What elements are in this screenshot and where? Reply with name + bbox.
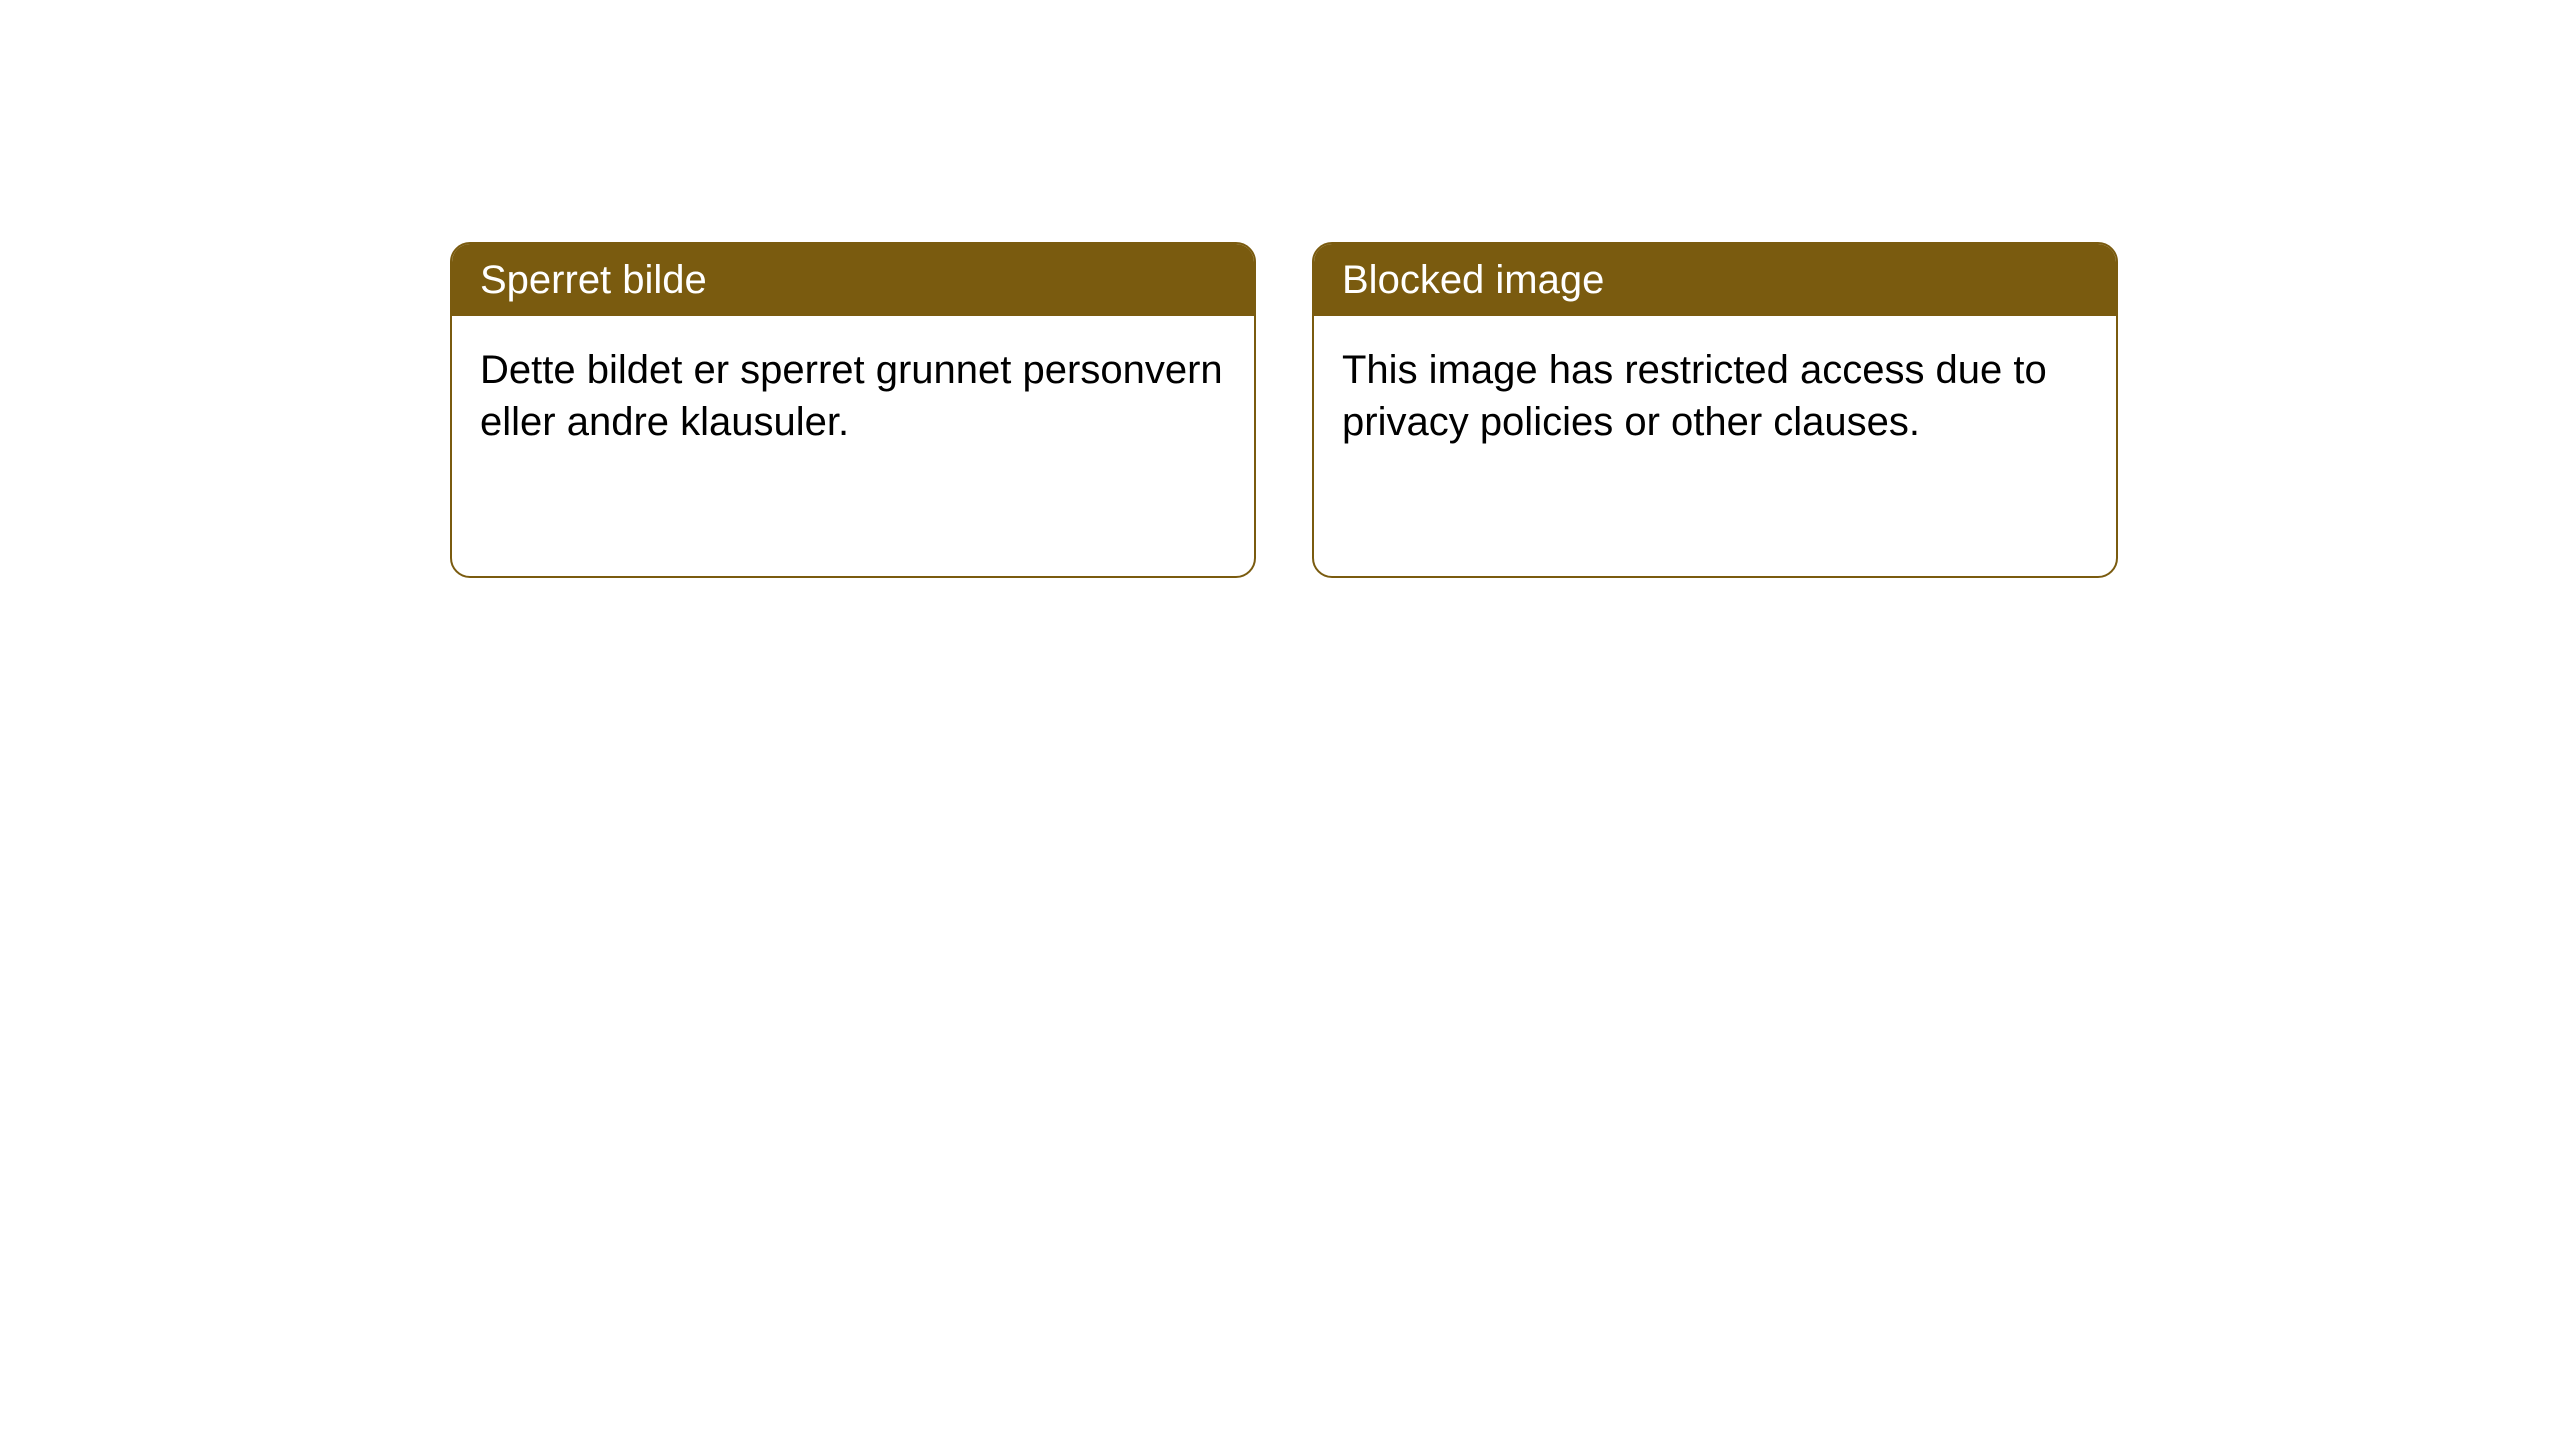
notice-body: Dette bildet er sperret grunnet personve… <box>452 316 1254 476</box>
notice-header: Blocked image <box>1314 244 2116 316</box>
notice-container: Sperret bilde Dette bildet er sperret gr… <box>0 0 2560 578</box>
notice-title: Blocked image <box>1342 258 1604 302</box>
notice-text: This image has restricted access due to … <box>1342 348 2047 444</box>
notice-header: Sperret bilde <box>452 244 1254 316</box>
notice-title: Sperret bilde <box>480 258 707 302</box>
notice-card-norwegian: Sperret bilde Dette bildet er sperret gr… <box>450 242 1256 578</box>
notice-text: Dette bildet er sperret grunnet personve… <box>480 348 1223 444</box>
notice-card-english: Blocked image This image has restricted … <box>1312 242 2118 578</box>
notice-body: This image has restricted access due to … <box>1314 316 2116 476</box>
